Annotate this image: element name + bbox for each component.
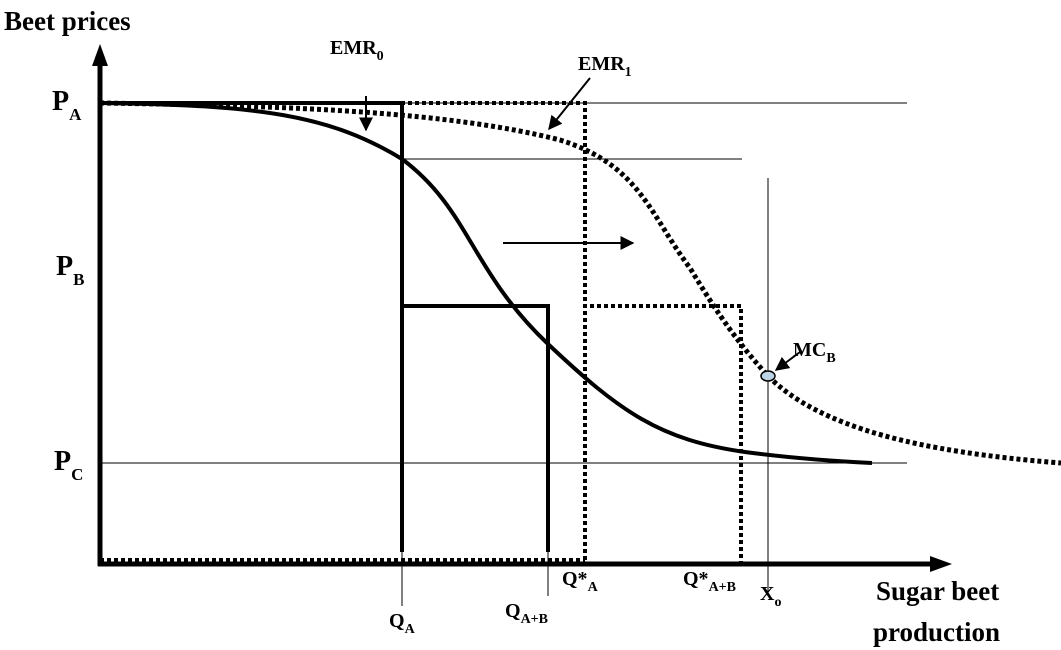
quota-a-box [100,101,404,552]
emr1-pointer-arrow [548,77,591,131]
xo-label: Xo [760,583,781,610]
pa-label: PA [52,86,82,124]
emr0-curve [99,101,873,465]
quota-b-box [402,304,550,552]
qsa-label: Q*A [562,568,599,595]
y-axis-arrowhead [92,44,108,66]
quota-b-star-box [583,304,743,564]
x-axis-title-line2: production [873,617,1000,647]
emr0-label: EMR0 [330,37,384,64]
qab-label: QA+B [505,600,548,627]
pb-label: PB [56,251,84,289]
mcb-pointer-arrow [774,351,801,371]
x-axis-arrowhead [930,556,952,572]
y-axis-title: Beet prices [4,6,131,36]
mcb-label: MCB [793,339,836,366]
emr1-curve [99,100,1061,466]
pc-label: PC [54,446,83,484]
emr1-label: EMR1 [578,53,632,80]
qsab-label: Q*A+B [683,568,736,595]
mcb-marker [760,370,776,382]
x-axis-title-line1: Sugar beet [876,576,999,606]
quota-a-star-box [100,101,587,560]
qa-label: QA [389,610,416,637]
